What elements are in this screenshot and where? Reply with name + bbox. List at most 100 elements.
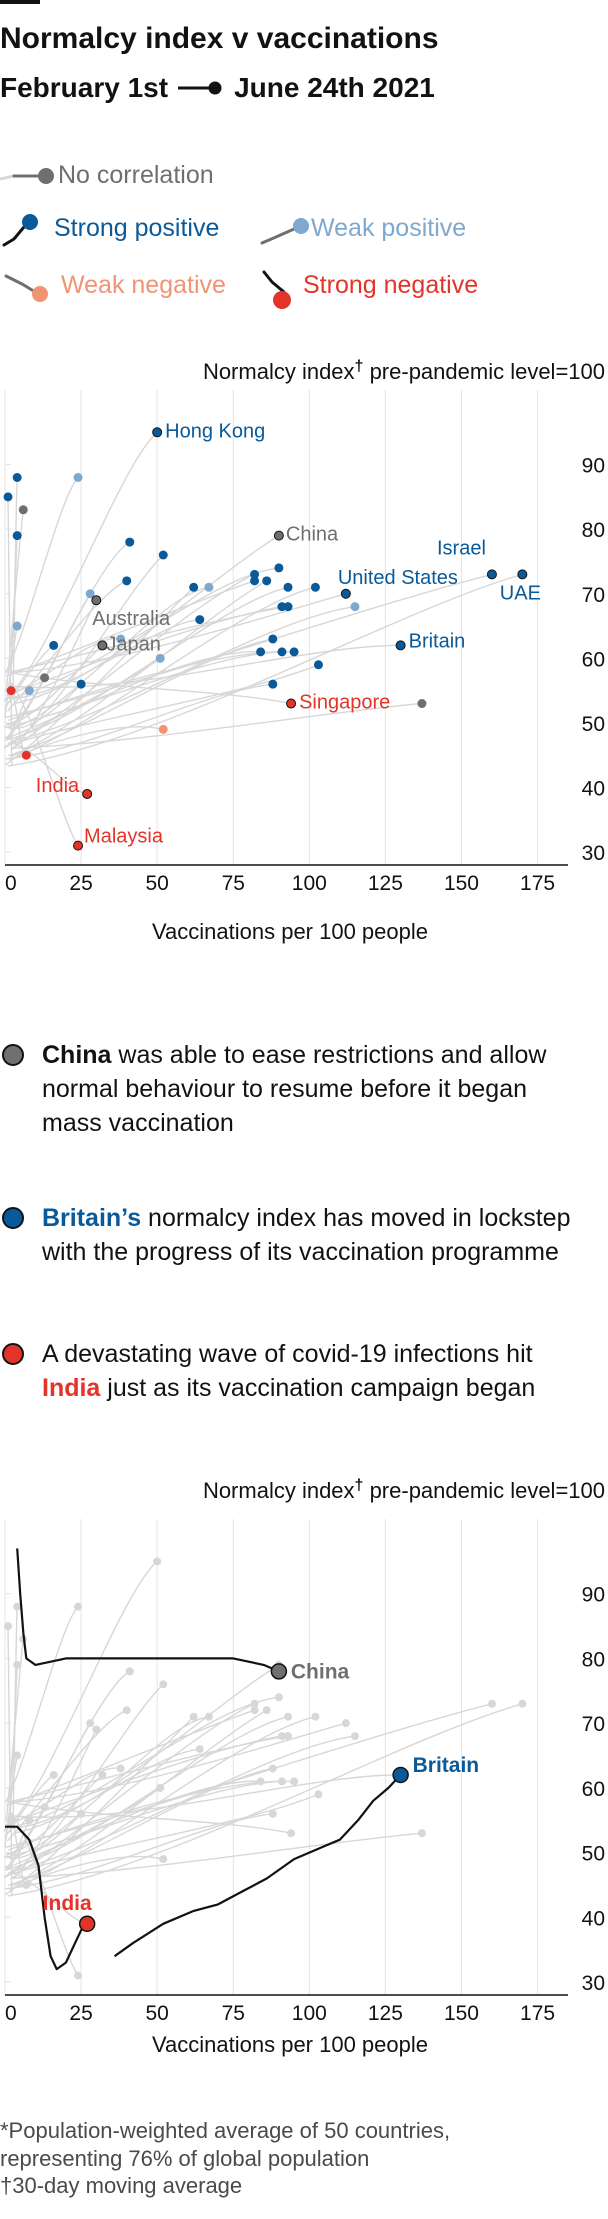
y-tick-label: 30 [582,842,605,865]
trail-end-point [25,1816,34,1825]
x-axis-title: Vaccinations per 100 people [152,2032,428,2057]
trail-end-point [268,1764,277,1773]
trail-end-point [487,1699,496,1708]
data-point [6,686,16,696]
y-axis-title: Normalcy index† pre-pandemic level=100 [203,1477,605,1503]
trail-line [7,573,523,767]
trail-line [10,689,13,767]
data-point [204,582,214,592]
x-axis-title: Vaccinations per 100 people [152,919,428,944]
trail-end-point [92,1725,101,1734]
line-chart: Normalcy index† pre-pandemic level=100 C… [0,1469,608,2059]
trail-end-point [13,1602,22,1611]
data-point [250,569,260,579]
y-tick-label: 60 [582,648,605,671]
data-point [3,492,13,502]
trail-end-point [122,1706,131,1715]
series-label-china: China [291,1660,350,1683]
trail-line [10,682,79,846]
trail-end-point [86,1719,95,1728]
trail-end-point [311,1712,320,1721]
data-point [350,602,360,612]
trail-line [11,1774,401,1818]
label-malaysia: Malaysia [84,826,164,848]
x-tick-label: 75 [222,872,245,895]
data-point [73,473,83,482]
trail-line [5,651,282,729]
label-china: China [286,524,339,546]
point-uae [517,569,528,580]
trail-line [6,580,255,677]
trail-end-point [4,1622,13,1631]
data-point [310,582,320,592]
x-tick-label: 0 [5,872,17,895]
y-tick-label: 40 [582,778,605,801]
data-point [12,473,22,482]
trail-line [4,1606,79,1803]
x-tick-label: 50 [145,872,168,895]
y-tick-label: 30 [582,1972,605,1995]
annotation-china: China was able to ease restrictions and … [0,1038,600,1148]
data-point [289,647,299,657]
trail-line [11,1722,346,1803]
trail-end-point [204,1712,213,1721]
data-point [313,660,323,670]
x-tick-label: 175 [520,2002,555,2025]
trail-line [9,1716,316,1891]
point-israel [486,569,497,580]
scatter-chart: Normalcy index† pre-pandemic level=100 H… [0,350,608,950]
data-point [250,576,260,586]
date-range: February 1st June 24th 2021 [0,72,435,104]
x-tick-label: 175 [520,872,555,895]
legend-strong-positive-icon [2,214,38,247]
label-uae: UAE [500,582,541,604]
trail-line [5,1813,273,1890]
line-chart-svg: Normalcy index† pre-pandemic level=100 C… [3,1477,605,2057]
y-tick-label: 90 [582,1584,605,1607]
y-tick-label: 80 [582,519,605,542]
x-tick-label: 150 [444,2002,479,2025]
trail-line [10,606,356,743]
trail-line [12,586,209,729]
trail-end-point [290,1777,299,1786]
annotation-britain-text: normalcy index has moved in lockstep wit… [42,1204,571,1266]
point-malaysia [73,840,84,851]
label-united-states: United States [338,567,458,589]
trail-line [7,1703,523,1897]
data-point [49,640,59,650]
trail-end-point [159,1680,168,1689]
data-point [21,750,31,760]
trail-end-point [40,1803,49,1812]
y-tick-label: 50 [582,1843,605,1866]
trail-line [5,683,273,760]
page-title: Normalcy index v vaccinations [0,22,439,55]
trail-end-point [268,1809,277,1818]
date-arrow-icon [178,81,222,95]
trail-line [3,1560,158,1832]
annotation-britain-dot [2,1207,24,1229]
trail-end-point [250,1706,259,1715]
trail-line [4,1716,289,1871]
annotation-china-dot [2,1044,24,1066]
trail-end-point [125,1667,134,1676]
data-point [122,576,132,586]
data-point [155,653,165,663]
x-tick-label: 25 [69,872,92,895]
legend-weak-positive-icon [260,218,309,245]
series-line-india [5,1825,89,1971]
y-tick-label: 50 [582,713,605,736]
trail-end-point [274,1693,283,1702]
trail-line [7,638,121,697]
legend-weak-negative-icon [4,274,48,302]
annotation-india-country: India [42,1374,101,1402]
data-point [116,634,126,644]
trail-line [9,593,91,728]
trail-line [4,1748,200,1829]
data-point [283,602,293,612]
trail-end-point [341,1719,350,1728]
trail-line [12,1716,209,1859]
data-point [24,686,34,696]
annotation-britain-country: Britain’s [42,1204,142,1232]
trail-line [10,1819,13,1897]
label-hong-kong: Hong Kong [165,420,265,442]
